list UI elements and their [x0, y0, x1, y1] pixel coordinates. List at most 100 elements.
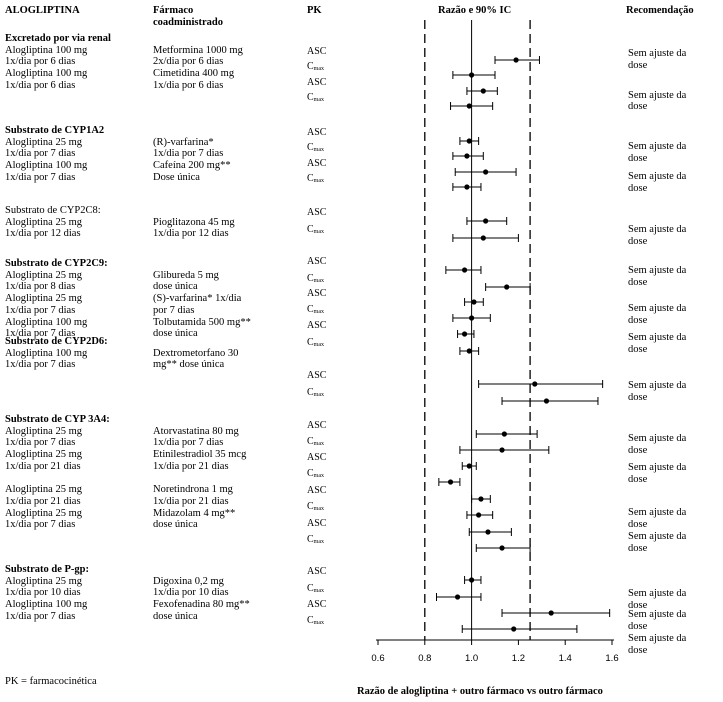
- pk-label-cmax-subscript: max: [313, 342, 325, 348]
- coadministered-drug: 1x/dia por 6 dias: [153, 79, 224, 91]
- coadministered-drug: dose única: [153, 610, 198, 622]
- recommendation-text: Sem ajuste da: [628, 90, 687, 101]
- x-tick-label: 0.8: [418, 653, 431, 664]
- recommendation-text: Sem ajuste da: [628, 633, 687, 644]
- alogliptin-regimen: Alogliptina 100 mg: [5, 68, 88, 80]
- recommendation-text: Sem ajuste da: [628, 303, 687, 314]
- group-title: Substrato de CYP 3A4:: [5, 414, 110, 425]
- x-axis-label: Razão de alogliptina + outro fármaco vs …: [357, 686, 603, 697]
- pk-label-cmax-letter: C: [307, 173, 314, 184]
- coadministered-drug: Glibureda 5 mg: [153, 269, 219, 281]
- pk-label-cmax: Cmax: [307, 468, 324, 482]
- pk-label-cmax: Cmax: [307, 615, 324, 629]
- alogliptin-regimen: 1x/dia por 7 dias: [5, 328, 76, 340]
- recommendation-text: dose: [628, 277, 648, 288]
- point-estimate: [499, 447, 505, 453]
- coadministered-drug: Tolbutamida 500 mg**: [153, 316, 251, 328]
- footnote: PK = farmacocinética: [5, 676, 97, 687]
- point-estimate: [464, 184, 470, 190]
- pk-label-cmax-letter: C: [307, 615, 314, 626]
- recommendation-text: Sem ajuste da: [628, 332, 687, 343]
- alogliptin-regimen: Alogliptina 25 mg: [5, 484, 82, 496]
- pk-label-cmax-letter: C: [307, 436, 314, 447]
- coadministered-drug: 1x/dia por 21 dias: [153, 460, 229, 472]
- pk-label-asc: ASC: [307, 288, 327, 299]
- pk-label-cmax-letter: C: [307, 304, 314, 315]
- point-estimate: [511, 626, 517, 632]
- coadministered-drug: por 7 dias: [153, 304, 195, 316]
- recommendation-text: dose: [628, 101, 648, 112]
- pk-label-cmax: Cmax: [307, 173, 324, 187]
- pk-label-cmax-subscript: max: [313, 66, 325, 72]
- header-ratio-ci: Razão e 90% IC: [438, 5, 512, 16]
- coadministered-drug: Fexofenadina 80 mg**: [153, 599, 250, 611]
- point-estimate: [543, 398, 550, 404]
- pk-label-cmax-subscript: max: [313, 539, 325, 545]
- coadministered-drug: 1x/dia por 7 dias: [153, 437, 224, 449]
- alogliptin-regimen: 1x/dia por 7 dias: [5, 437, 76, 449]
- pk-label-asc: ASC: [307, 77, 327, 88]
- pk-label-cmax-subscript: max: [313, 392, 325, 398]
- coadministered-drug: Noretindrona 1 mg: [153, 484, 233, 496]
- alogliptin-regimen: 1x/dia por 6 dias: [5, 79, 76, 91]
- pk-label-cmax: Cmax: [307, 583, 324, 597]
- recommendation-text: Sem ajuste da: [628, 507, 687, 518]
- recommendation-text: dose: [628, 315, 648, 326]
- point-estimate: [532, 381, 538, 387]
- point-estimate: [469, 315, 475, 321]
- recommendation-text: dose: [628, 392, 648, 403]
- pk-label-cmax-subscript: max: [313, 441, 325, 447]
- pk-label-asc: ASC: [307, 320, 327, 331]
- pk-label-asc: ASC: [307, 370, 327, 381]
- group-title: Substrato de P-gp:: [5, 564, 90, 575]
- header-coadministered-drug-line2: coadministrado: [153, 17, 224, 28]
- point-estimate: [466, 463, 472, 469]
- pk-label-cmax-letter: C: [307, 61, 314, 72]
- pk-label-cmax-subscript: max: [313, 473, 325, 479]
- coadministered-drug: Midazolam 4 mg**: [153, 507, 236, 519]
- alogliptin-regimen: Alogliptina 25 mg: [5, 216, 82, 228]
- alogliptin-regimen: Alogliptina 100 mg: [5, 599, 88, 611]
- recommendation-text: Sem ajuste da: [628, 141, 687, 152]
- header-coadministered-drug-line1: Fármaco: [153, 5, 194, 16]
- pk-label-cmax-subscript: max: [313, 506, 325, 512]
- pk-label-asc: ASC: [307, 452, 327, 463]
- pk-label-cmax-letter: C: [307, 224, 314, 235]
- alogliptin-regimen: 1x/dia por 12 dias: [5, 228, 81, 240]
- alogliptin-regimen: Alogliptina 100 mg: [5, 160, 88, 172]
- alogliptin-regimen: Alogliptina 25 mg: [5, 136, 82, 148]
- recommendation-text: dose: [628, 236, 648, 247]
- point-estimate: [469, 72, 475, 78]
- coadministered-drug: Dose única: [153, 171, 200, 183]
- group-title: Substrato de CYP2C8:: [5, 205, 101, 216]
- coadministered-drug: Atorvastatina 80 mg: [153, 425, 239, 437]
- recommendation-text: Sem ajuste da: [628, 588, 687, 599]
- coadministered-drug: dose única: [153, 328, 198, 340]
- pk-label-cmax: Cmax: [307, 224, 324, 238]
- coadministered-drug: Dextrometorfano 30: [153, 347, 239, 359]
- point-estimate: [454, 594, 461, 600]
- x-tick-label: 1.4: [559, 653, 572, 664]
- point-estimate: [466, 348, 472, 354]
- pk-label-cmax: Cmax: [307, 61, 324, 75]
- pk-label-cmax: Cmax: [307, 337, 324, 351]
- recommendation-text: dose: [628, 183, 648, 194]
- recommendation-text: dose: [628, 621, 648, 632]
- pk-label-cmax-letter: C: [307, 387, 314, 398]
- alogliptin-regimen: Alogliptina 25 mg: [5, 425, 82, 437]
- pk-label-cmax-letter: C: [307, 142, 314, 153]
- pk-label-cmax-subscript: max: [313, 147, 325, 153]
- alogliptin-regimen: Alogliptina 100 mg: [5, 347, 88, 359]
- point-estimate: [461, 331, 468, 337]
- alogliptin-regimen: 1x/dia por 8 dias: [5, 281, 76, 293]
- pk-label-cmax-letter: C: [307, 468, 314, 479]
- pk-label-cmax-letter: C: [307, 534, 314, 545]
- x-tick-label: 0.6: [371, 653, 384, 664]
- pk-label-cmax-letter: C: [307, 337, 314, 348]
- point-estimate: [483, 169, 489, 175]
- pk-label-asc: ASC: [307, 46, 327, 57]
- pk-label-asc: ASC: [307, 127, 327, 138]
- alogliptin-regimen: 1x/dia por 7 dias: [5, 359, 76, 371]
